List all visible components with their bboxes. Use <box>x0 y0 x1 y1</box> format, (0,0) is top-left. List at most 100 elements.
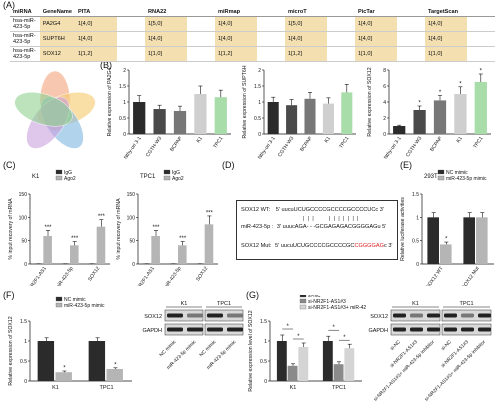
y-tick-label: 0.5 <box>20 359 27 365</box>
blot-band <box>427 313 440 318</box>
blot-cell-label: K1 <box>412 301 419 307</box>
table-row: hsa-miR-423-5p PA2G4 1[4,0] 1[5,0] 1[4,0] 1[5… <box>10 16 495 32</box>
legend-swatch <box>55 296 63 302</box>
legend-label: miR-423-5p mimic <box>64 303 105 309</box>
gene-cell: SOX12 <box>39 46 75 62</box>
x-tick-label: Nthy-ori 3-1 <box>123 136 143 160</box>
panel-label-g: (G) <box>246 290 259 300</box>
mir-row: miR-423-5p : 3' uuucAGA- - -GCGAGAGACGGG… <box>241 224 386 230</box>
table-header-row: miRNA GeneName PITA RNA22 miRmap microT PicTar… <box>10 8 495 17</box>
legend-swatch <box>163 175 171 181</box>
significance-star: * <box>114 362 117 368</box>
y-tick-label: 100 <box>127 215 136 221</box>
gene-cell: SUPT6H <box>39 31 75 47</box>
legend-label: NC mimic <box>446 170 468 176</box>
blot-band <box>187 327 203 332</box>
chart-e-luciferase: 0 0.5 1 1.5 Relative luciferase activities 29… <box>400 169 494 286</box>
bar <box>433 100 447 134</box>
panel-label-c: (C) <box>3 160 16 170</box>
significance-star: *** <box>71 236 79 242</box>
blot-lane-label: si-NC <box>440 339 453 352</box>
table-spacer-cell <box>117 31 145 47</box>
x-tick-label: CGTH-W3 <box>145 136 163 159</box>
significance-star: *** <box>98 214 106 220</box>
blot-lane-label: si-NR2F1-AS1#3+ miR-423-5p inhibitor <box>424 339 488 402</box>
y-tick-label: 1.5 <box>254 84 261 90</box>
y-tick-label: 1 <box>258 100 261 106</box>
x-tick-label: BCPAP <box>169 135 184 153</box>
significance-star: *** <box>179 236 187 242</box>
blot-lane-label: si-NC <box>389 339 402 352</box>
bar <box>476 217 488 264</box>
bar <box>173 110 187 134</box>
bar <box>96 226 106 264</box>
x-tick-label: SOX12 <box>195 266 209 283</box>
x-tick-label: NR2F1-AS1 <box>28 266 49 286</box>
blot-band <box>410 327 423 332</box>
chart-g-sox12: 0 0.5 1 1.5 Relative expression level of SOX… <box>248 295 366 392</box>
score-cell: 1[1,0] <box>145 46 187 62</box>
mir-sequence: 3' uuucAGA- - -GCGAGAGACGGGGAGu 5' <box>276 224 387 230</box>
legend-label: IgG <box>172 170 180 176</box>
score-cell: 1[4,0] <box>75 31 117 47</box>
bar <box>322 103 334 134</box>
y-tick-label: 50 <box>129 239 135 245</box>
legend-swatch <box>437 175 445 181</box>
y-axis-label: % input recovery of mRNA <box>8 198 14 260</box>
table-spacer-cell <box>327 16 355 32</box>
score-cell: 1[5,0] <box>145 16 187 32</box>
y-tick-label: 1.5 <box>412 192 419 198</box>
blot-band <box>478 327 491 332</box>
bar <box>106 369 123 381</box>
y-axis-label: Relative expression level of SOX12 <box>248 310 254 391</box>
y-tick-label: 0 <box>416 262 419 268</box>
blot-band <box>461 327 474 332</box>
table-header-spacer <box>327 8 355 17</box>
table-header-spacer <box>467 8 495 17</box>
chart-b-pa2g4: 0 0.5 1 1.5 2 Relative expression of PA2G4 Nth… <box>107 67 231 160</box>
blot-band <box>227 327 243 332</box>
bar <box>427 217 439 264</box>
mut-sequence-c: c 3' <box>383 243 393 249</box>
legend-label: Ago2 <box>172 176 184 182</box>
blot-cell-label: TPC1 <box>217 301 231 307</box>
y-tick-label: 6 <box>383 84 386 90</box>
y-tick-label: 2 <box>383 116 386 122</box>
y-tick-label: 0.5 <box>260 359 267 365</box>
chart-b-sox12: 0 2 4 6 8 Relative expression of SOX12 Nthy-or… <box>367 67 491 160</box>
panel-label-a: (A) <box>3 0 15 10</box>
bar <box>194 94 207 134</box>
y-tick-label: 2 <box>258 68 261 74</box>
bar <box>286 105 298 134</box>
score-cell: 1[1,2] <box>75 46 117 62</box>
score-cell: 1[1,2] <box>285 46 327 62</box>
venn-diagram <box>14 70 96 149</box>
y-tick-label: 150 <box>127 192 136 198</box>
legend-swatch <box>299 304 307 310</box>
x-tick-label: miR-423-5p <box>55 266 75 286</box>
significance-star: * <box>480 69 483 75</box>
legend-label: si-NC <box>308 295 321 299</box>
x-tick-label: Nthy-ori 3-1 <box>383 136 403 160</box>
y-axis-label: Relative expression of SUPT6H <box>242 65 248 138</box>
y-tick-label: 0 <box>24 262 27 268</box>
x-tick-label: SOX12 Mut <box>461 265 481 286</box>
wt-row: SOX12 WT: 5' uucuUCUGCCCCGCCCCGCCCCUCc 3… <box>241 207 384 213</box>
x-tick-label: miR-423-5p <box>163 266 183 286</box>
table-spacer-cell <box>257 31 285 47</box>
x-tick-label: CGTH-W3 <box>277 136 295 159</box>
table-header-cell: miRNA <box>10 8 40 17</box>
score-cell: 1[4,0] <box>425 31 467 47</box>
sequence-alignment-box: SOX12 WT: 5' uucuUCUGCCCCGCCCCGCCCCUCc 3… <box>236 200 398 260</box>
table-body: hsa-miR-423-5p PA2G4 1[4,0] 1[5,0] 1[4,0] 1[5… <box>10 16 495 62</box>
bar <box>133 102 146 134</box>
score-cell: 1[4,0] <box>145 31 187 47</box>
table-header-cell: TargetScan <box>425 8 467 17</box>
score-cell: 1[4,0] <box>215 31 257 47</box>
blot-row-label: SOX12 <box>144 314 162 320</box>
x-tick-label: TPC1 <box>99 385 113 391</box>
bar <box>304 98 316 134</box>
mut-row: SOX12 Mut: 5' uucuUCUGCCCCGCCCCGCCGGGGAG… <box>241 243 393 249</box>
table-spacer-cell <box>257 46 285 62</box>
x-tick-label: TPC1 <box>332 385 346 391</box>
